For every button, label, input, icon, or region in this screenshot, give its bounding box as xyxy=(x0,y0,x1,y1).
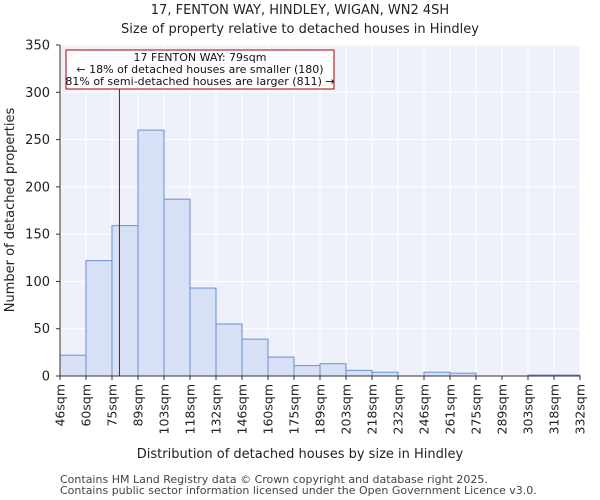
x-tick-label: 89sqm xyxy=(131,384,146,427)
histogram-bar xyxy=(293,365,321,377)
y-axis-ticks: 0 50 100 150 200 250 300 350 xyxy=(25,39,60,385)
histogram-bar xyxy=(423,371,451,377)
histogram-bar xyxy=(111,225,139,377)
chart-subtitle: Size of property relative to detached ho… xyxy=(121,22,479,37)
bars xyxy=(59,129,581,377)
x-axis-label: Distribution of detached houses by size … xyxy=(137,447,464,462)
x-tick-label: 232sqm xyxy=(391,384,406,434)
annotation-line-1: 17 FENTON WAY: 79sqm xyxy=(134,51,267,64)
histogram-bar xyxy=(241,338,269,377)
x-tick-label: 203sqm xyxy=(339,384,354,434)
histogram-bar xyxy=(189,287,217,377)
x-tick-label: 160sqm xyxy=(261,384,276,434)
histogram-bar xyxy=(137,129,165,377)
y-tick-label: 50 xyxy=(33,322,50,337)
x-tick-label: 218sqm xyxy=(365,384,380,434)
x-tick-label: 189sqm xyxy=(313,384,328,434)
chart-title: 17, FENTON WAY, HINDLEY, WIGAN, WN2 4SH xyxy=(151,3,449,18)
histogram-bar xyxy=(215,323,243,377)
x-tick-label: 175sqm xyxy=(287,384,302,434)
histogram-bar xyxy=(345,369,373,377)
histogram-bar xyxy=(371,371,399,377)
footer-line-2: Contains public sector information licen… xyxy=(60,484,537,497)
y-axis-label: Number of detached properties xyxy=(3,108,18,313)
y-tick-label: 100 xyxy=(25,275,50,290)
x-tick-label: 118sqm xyxy=(183,384,198,434)
x-tick-label: 146sqm xyxy=(235,384,250,434)
x-tick-label: 75sqm xyxy=(105,384,120,427)
x-tick-label: 303sqm xyxy=(521,384,536,434)
annotation-line-2: ← 18% of detached houses are smaller (18… xyxy=(76,63,323,76)
annotation-box: 17 FENTON WAY: 79sqm ← 18% of detached h… xyxy=(65,49,335,90)
x-axis-ticks: 46sqm 60sqm 75sqm 89sqm 103sqm 118sqm 132sqm 14… xyxy=(53,376,588,434)
histogram-bar xyxy=(267,356,295,377)
x-tick-label: 289sqm xyxy=(495,384,510,434)
x-tick-label: 261sqm xyxy=(443,384,458,434)
x-tick-label: 275sqm xyxy=(469,384,484,434)
x-tick-label: 246sqm xyxy=(417,384,432,434)
footer-line-1: Contains HM Land Registry data © Crown c… xyxy=(60,473,488,486)
y-tick-label: 300 xyxy=(25,86,50,101)
annotation-frame xyxy=(65,49,335,90)
y-tick-label: 0 xyxy=(42,370,50,385)
y-tick-label: 200 xyxy=(25,180,50,195)
x-tick-label: 60sqm xyxy=(79,384,94,427)
y-tick-label: 150 xyxy=(25,228,50,243)
y-tick-label: 250 xyxy=(25,133,50,148)
histogram-bar xyxy=(319,363,347,377)
y-tick-label: 350 xyxy=(25,39,50,54)
x-tick-label: 332sqm xyxy=(573,384,588,434)
annotation-line-3: 81% of semi-detached houses are larger (… xyxy=(65,75,334,88)
histogram-bar xyxy=(85,260,113,377)
histogram-bar xyxy=(163,198,191,377)
x-tick-label: 46sqm xyxy=(53,384,68,427)
x-tick-label: 132sqm xyxy=(209,384,224,434)
x-tick-label: 318sqm xyxy=(547,384,562,434)
histogram-bar xyxy=(59,354,87,377)
x-tick-label: 103sqm xyxy=(157,384,172,434)
